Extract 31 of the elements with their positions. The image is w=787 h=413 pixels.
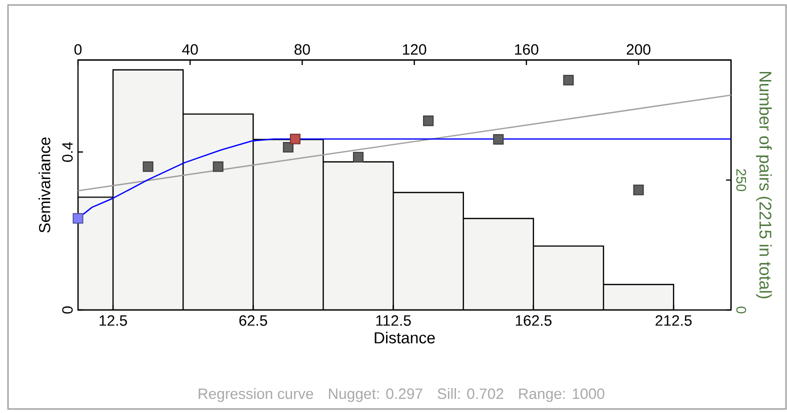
point	[493, 134, 504, 145]
y2-tick-label: 250	[736, 169, 746, 192]
x-axis-title: Distance	[374, 332, 435, 344]
y-tick-label: 0.4	[62, 142, 73, 162]
point	[290, 134, 300, 144]
point	[423, 116, 434, 126]
x-tick-label: 212.5	[656, 315, 692, 326]
x2-tick-label: 160	[515, 44, 538, 55]
y-axis-title: Semivariance	[38, 137, 50, 233]
point	[563, 74, 574, 86]
text: Sill: 0.702	[438, 388, 504, 400]
point	[352, 152, 364, 162]
x2-tick-label: 120	[402, 44, 426, 55]
point	[633, 184, 644, 196]
x2-tick-label: 0	[74, 44, 82, 55]
point	[282, 142, 294, 153]
x-tick-label: 162.5	[516, 315, 552, 326]
point	[142, 161, 154, 172]
x-tick-label: 112.5	[376, 315, 411, 326]
point	[72, 213, 84, 224]
y2-tick-label: 0	[736, 306, 746, 314]
point	[212, 161, 224, 172]
text: Nugget: 0.297	[329, 388, 422, 402]
text: Range: 1000	[519, 388, 604, 402]
x-tick-label: 12.5	[100, 315, 127, 326]
y2-axis-title: Number of pairs (2215 in total)	[756, 72, 772, 298]
text: Regression curve	[198, 388, 314, 402]
x2-tick-label: 80	[294, 44, 310, 55]
x2-tick-label: 200	[626, 44, 650, 55]
x-tick-label: 62.5	[239, 315, 268, 326]
x2-tick-label: 40	[182, 44, 198, 55]
